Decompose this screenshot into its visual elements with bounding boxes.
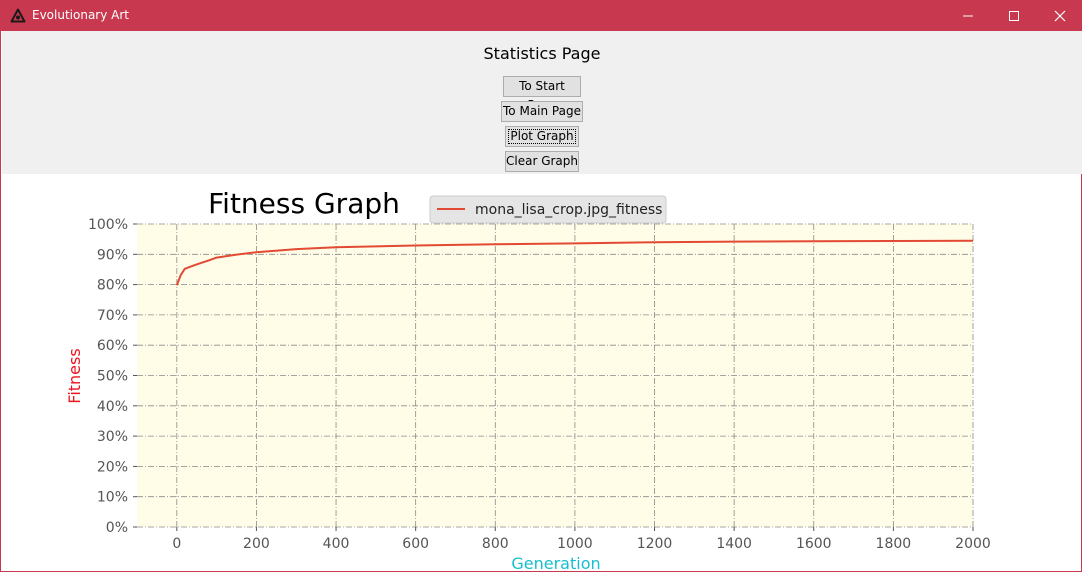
- maximize-button[interactable]: [991, 0, 1037, 31]
- y-tick-label: 60%: [97, 338, 128, 354]
- x-tick-label: 1600: [796, 536, 832, 552]
- x-tick-label: 400: [323, 536, 350, 552]
- y-tick-label: 10%: [97, 490, 128, 506]
- y-tick-label: 20%: [97, 459, 128, 475]
- y-tick-label: 90%: [97, 247, 128, 263]
- y-tick-label: 40%: [97, 399, 128, 415]
- legend-box: [429, 195, 667, 224]
- triangle-logo-icon: [10, 8, 26, 23]
- y-tick-label: 80%: [97, 278, 128, 294]
- x-tick-label: 600: [402, 536, 429, 552]
- plot-graph-button[interactable]: Plot Graph: [505, 126, 579, 147]
- controls-panel: Statistics Page To Start Page To Main Pa…: [2, 31, 1082, 174]
- y-tick-label: 50%: [97, 369, 128, 385]
- window-title: Evolutionary Art: [32, 8, 130, 22]
- x-axis-label: Generation: [511, 554, 600, 572]
- x-tick-label: 1000: [557, 536, 593, 552]
- clear-graph-button[interactable]: Clear Graph: [505, 151, 579, 172]
- y-tick-label: 70%: [97, 308, 128, 324]
- x-tick-label: 200: [243, 536, 270, 552]
- y-axis-label: Fitness: [65, 348, 84, 403]
- x-tick-label: 0: [172, 536, 181, 552]
- maximize-icon: [1009, 11, 1019, 21]
- y-tick-label: 0%: [106, 520, 128, 536]
- y-tick-label: 30%: [97, 429, 128, 445]
- fitness-plot-canvas[interactable]: 0 200 400 600 800 1000 1200 1400 1600 1800 2000 0% 1…: [1, 174, 1082, 572]
- close-icon: [1054, 10, 1066, 22]
- x-tick-label: 1400: [716, 536, 752, 552]
- x-tick-label: 800: [482, 536, 509, 552]
- fitness-chart: 0 200 400 600 800 1000 1200 1400 1600 1800 2000 0% 1…: [65, 187, 991, 572]
- to-main-page-button[interactable]: To Main Page: [501, 101, 583, 122]
- series-line: [175, 239, 974, 286]
- minimize-button[interactable]: [945, 0, 991, 31]
- x-tick-label: 2000: [955, 536, 991, 552]
- close-button[interactable]: [1037, 0, 1082, 31]
- title-bar[interactable]: Evolutionary Art: [1, 0, 1082, 31]
- to-start-page-button[interactable]: To Start Page: [503, 76, 581, 112]
- legend-label: mona_lisa_crop.jpg_fitness: [475, 202, 662, 218]
- x-tick-label: 1200: [637, 536, 673, 552]
- page-title: Statistics Page: [483, 44, 601, 63]
- x-tick-label: 1800: [876, 536, 912, 552]
- y-tick-label: 100%: [88, 217, 128, 233]
- chart-title: Fitness Graph: [208, 187, 400, 220]
- minimize-icon: [963, 15, 973, 17]
